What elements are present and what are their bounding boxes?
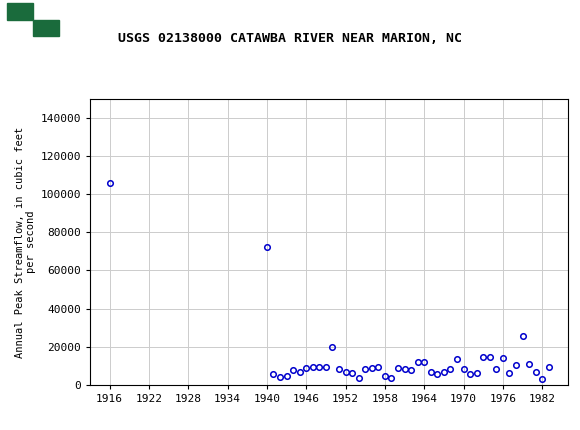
Y-axis label: Annual Peak Streamflow, in cubic feet
per second: Annual Peak Streamflow, in cubic feet pe…	[14, 126, 36, 357]
Bar	[7, 3, 59, 37]
Text: USGS 02138000 CATAWBA RIVER NEAR MARION, NC: USGS 02138000 CATAWBA RIVER NEAR MARION,…	[118, 32, 462, 45]
Bar	[7, 3, 33, 20]
Bar	[33, 20, 59, 37]
Text: USGS: USGS	[68, 11, 123, 29]
